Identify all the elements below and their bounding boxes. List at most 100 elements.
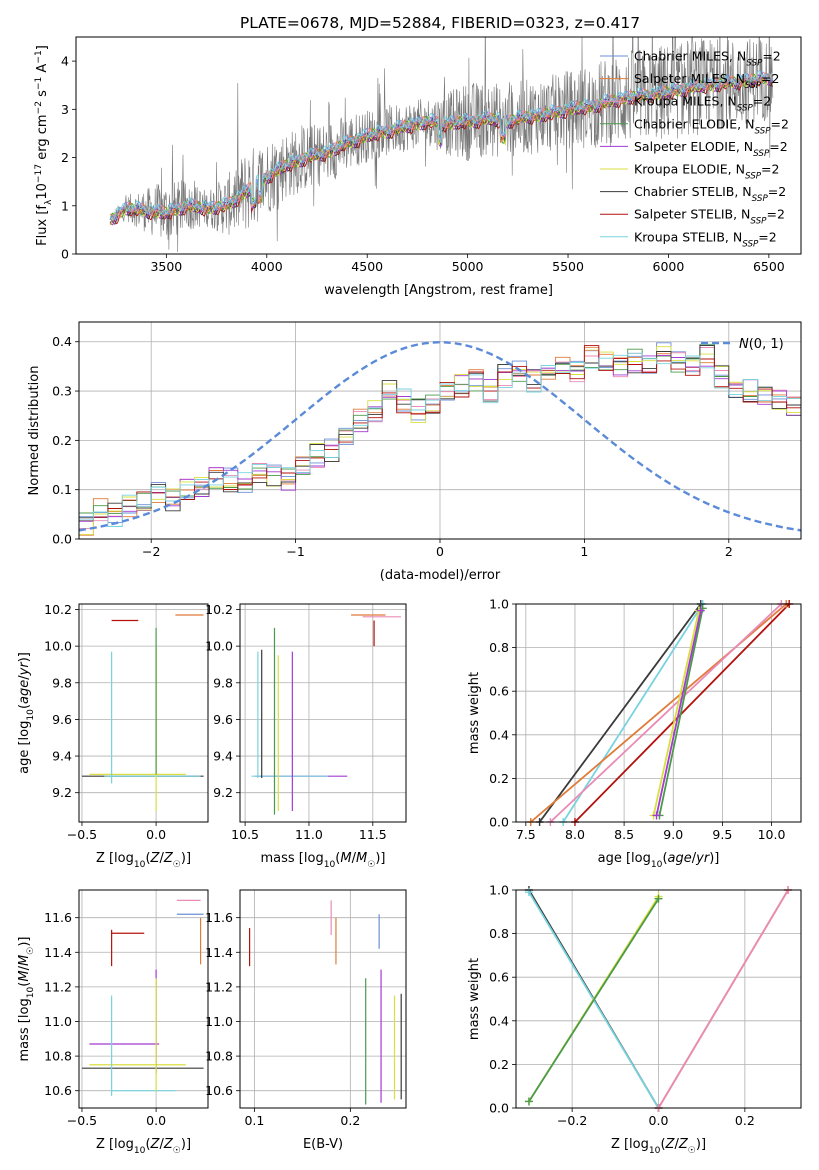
y-tick-label: 3 [61, 102, 69, 117]
y-tick-label: 11.4 [205, 945, 233, 960]
y-tick-label: 2 [61, 150, 69, 165]
grid [240, 890, 406, 1108]
y-tick-label: 9.2 [52, 785, 72, 800]
y-tick-label: 9.4 [213, 749, 233, 764]
legend-label: Kroupa MILES, NSSP=2 [634, 94, 771, 114]
axes-frame [515, 889, 802, 1109]
histogram-step-chabrier-stelib [79, 344, 801, 519]
plot-area [109, 37, 774, 253]
legend-label: Kroupa ELODIE, NSSP=2 [634, 162, 779, 182]
y-axis-label: Normed distribution [27, 366, 42, 496]
plot-area [81, 899, 204, 1096]
legend-label: Chabrier STELIB, NSSP=2 [634, 184, 786, 204]
legend-label: N(0, 1) [739, 337, 784, 352]
age-vs-metallicity-panel: −0.5 0.0 9.2 9.4 9.6 9.8 10.0 10.2 Z [log10(Z/Z☉… [17, 602, 209, 870]
y-tick-label: 0.4 [52, 334, 72, 349]
y-tick-label: 11.2 [205, 979, 233, 994]
y-tick-label: 11.2 [44, 979, 72, 994]
model-line-kroupa-stelib [109, 69, 774, 221]
x-axis-label: E(B-V) [303, 1137, 343, 1152]
x-tick-label: 0.1 [244, 1113, 264, 1128]
x-tick-label: 3500 [150, 259, 182, 274]
y-tick-label: 10.2 [44, 602, 72, 617]
plot-area [79, 340, 801, 536]
mass-weight-line-salpeter-stelib [574, 604, 790, 822]
y-tick-label: 0.0 [489, 815, 509, 830]
x-tick-label: 0.0 [146, 827, 166, 842]
figure-title: PLATE=0678, MJD=52884, FIBERID=0323, z=0… [240, 14, 640, 32]
y-tick-label: 10.8 [44, 1049, 72, 1064]
x-tick-label: −0.2 [557, 1113, 587, 1128]
plot-area [251, 614, 401, 815]
legend-label: Salpeter MILES, NSSP=2 [634, 71, 779, 91]
y-tick-label: 11.0 [44, 1014, 72, 1029]
y-tick-label: 0.0 [489, 1101, 509, 1116]
y-tick-label: 11.0 [205, 1014, 233, 1029]
x-tick-label: 7.5 [516, 827, 536, 842]
x-tick-label: 6500 [753, 259, 785, 274]
x-tick-label: 4500 [351, 259, 383, 274]
plot-area [530, 604, 790, 822]
x-axis-label: age [log10(age/yr)] [598, 851, 720, 870]
age-vs-mass-panel: 10.5 11.0 11.5 9.2 9.4 9.6 9.8 10.0 10.2 mass [lo… [205, 602, 407, 870]
y-tick-label: 0.8 [489, 926, 509, 941]
legend-label: Chabrier MILES, NSSP=2 [634, 49, 781, 69]
y-tick-label: 0.0 [52, 532, 72, 547]
x-axis-label: wavelength [Angstrom, rest frame] [324, 283, 553, 298]
x-axis-label: Z [log10(Z/Z☉)] [611, 1137, 706, 1156]
x-tick-label: 11.0 [295, 827, 323, 842]
x-axis-label: (data-model)/error [380, 568, 501, 583]
y-tick-label: 10.2 [205, 602, 233, 617]
legend-label: Kroupa STELIB, NSSP=2 [634, 229, 777, 249]
y-tick-label: 10.8 [205, 1049, 233, 1064]
y-tick-label: 10.0 [205, 639, 233, 654]
x-axis-label: Z [log10(Z/Z☉)] [96, 851, 191, 870]
y-tick-label: 9.6 [213, 712, 233, 727]
histogram-step-kroupa-stelib [79, 352, 801, 527]
mass-vs-extinction-panel: 0.1 0.2 10.6 10.8 11.0 11.2 11.4 11.6 E(B-V) [205, 889, 407, 1152]
axes-frame [78, 603, 209, 823]
x-tick-label: 9.0 [663, 827, 683, 842]
x-tick-label: 6000 [653, 259, 685, 274]
y-tick-label: 0.1 [52, 482, 72, 497]
x-tick-label: 9.5 [712, 827, 732, 842]
y-tick-label: 0.6 [489, 684, 509, 699]
mass-weight-line-kroupa-elodie [652, 610, 700, 816]
y-tick-label: 0.8 [489, 640, 509, 655]
y-tick-label: 9.8 [52, 675, 72, 690]
x-tick-label: 0.0 [146, 1113, 166, 1128]
x-axis-label: Z [log10(Z/Z☉)] [96, 1137, 191, 1156]
y-tick-label: 0.3 [52, 384, 72, 399]
y-tick-label: 0.2 [489, 1057, 509, 1072]
y-tick-label: 0.4 [489, 727, 509, 742]
axes-frame [78, 889, 209, 1109]
axes-frame [239, 889, 407, 1109]
y-tick-label: 4 [61, 54, 69, 69]
x-tick-label: 1 [580, 544, 588, 559]
axes-frame [515, 603, 802, 823]
y-tick-label: 0.6 [489, 970, 509, 985]
mass-vs-metallicity-panel: −0.5 0.0 10.6 10.8 11.0 11.2 11.4 11.6 Z [log10(… [17, 889, 209, 1156]
x-tick-label: 0.0 [649, 1113, 669, 1128]
x-tick-label: −2 [142, 544, 160, 559]
histogram-step-salpeter-stelib [79, 345, 801, 521]
x-tick-label: 10.5 [231, 827, 259, 842]
mass-weight-marker [652, 811, 661, 820]
normal-distribution-curve [79, 340, 801, 532]
y-axis-label: age [log10(age/yr)] [17, 652, 36, 774]
x-axis-label: mass [log10(M/M☉)] [261, 851, 386, 870]
x-tick-label: 10.0 [758, 827, 786, 842]
axes-frame [78, 321, 802, 540]
x-tick-label: 5500 [552, 259, 584, 274]
mass-weight-line-chabrier-elodie [658, 608, 704, 816]
x-tick-label: 0.2 [735, 1113, 755, 1128]
plot-area [81, 614, 204, 812]
x-tick-label: −0.5 [67, 1113, 97, 1128]
x-tick-label: −1 [286, 544, 304, 559]
x-tick-label: 8.0 [565, 827, 585, 842]
y-tick-label: 10.0 [44, 639, 72, 654]
y-tick-label: 1.0 [489, 597, 509, 612]
y-tick-label: 1 [61, 198, 69, 213]
